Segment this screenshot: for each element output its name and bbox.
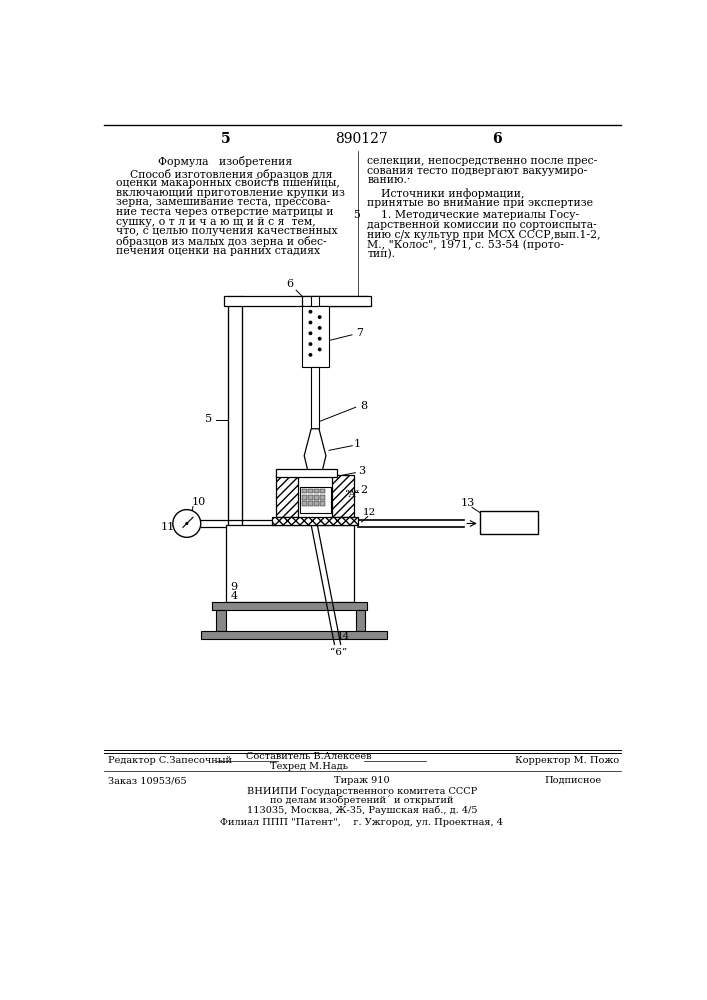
Bar xyxy=(228,296,242,596)
Text: включающий приготовление крупки из: включающий приготовление крупки из xyxy=(115,188,344,198)
Text: 5: 5 xyxy=(353,210,360,220)
Text: 1: 1 xyxy=(354,439,361,449)
Bar xyxy=(356,610,365,631)
Text: ванию.·: ванию.· xyxy=(368,175,411,185)
Text: по делам изобретений´ и открытий: по делам изобретений´ и открытий xyxy=(270,796,454,805)
Bar xyxy=(226,525,354,602)
Text: 7: 7 xyxy=(356,328,363,338)
Circle shape xyxy=(308,353,312,357)
Text: печения оценки на ранних стадиях: печения оценки на ранних стадиях xyxy=(115,246,320,256)
Bar xyxy=(302,501,307,506)
Text: тип).: тип). xyxy=(368,249,395,259)
Text: ние теста через отверстие матрицы и: ние теста через отверстие матрицы и xyxy=(115,207,333,217)
Bar xyxy=(301,296,371,306)
Bar xyxy=(276,475,298,517)
Text: “6”: “6” xyxy=(329,648,347,657)
Text: М., "Колос", 1971, с. 53-54 (прото-: М., "Колос", 1971, с. 53-54 (прото- xyxy=(368,239,564,250)
Circle shape xyxy=(308,321,312,324)
Circle shape xyxy=(308,310,312,314)
Text: 5: 5 xyxy=(221,132,230,146)
Circle shape xyxy=(317,337,322,341)
Text: Составитель В.Алексеев: Составитель В.Алексеев xyxy=(247,752,372,761)
Text: Способ изготовления образцов для: Способ изготовления образцов для xyxy=(115,169,332,180)
Text: ВНИИПИ Государственного комитета СССР: ВНИИПИ Государственного комитета СССР xyxy=(247,787,477,796)
Polygon shape xyxy=(304,429,326,475)
Circle shape xyxy=(308,342,312,346)
Bar xyxy=(332,475,354,517)
Text: Филиал ППП "Патент",    г. Ужгород, ул. Проектная, 4: Филиал ППП "Патент", г. Ужгород, ул. Про… xyxy=(221,818,503,827)
Text: оценки макаронных свойств пшеницы,: оценки макаронных свойств пшеницы, xyxy=(115,178,339,188)
Bar xyxy=(276,469,337,477)
Bar xyxy=(311,367,319,429)
Text: что, с целью получения качественных: что, с целью получения качественных xyxy=(115,226,337,236)
Circle shape xyxy=(308,331,312,335)
Bar xyxy=(201,631,387,639)
Text: селекции, непосредственно после прес-: селекции, непосредственно после прес- xyxy=(368,156,597,166)
Text: 14: 14 xyxy=(337,632,351,641)
Bar xyxy=(301,488,329,512)
Circle shape xyxy=(185,522,188,525)
Bar xyxy=(315,501,319,506)
Text: 6: 6 xyxy=(286,279,293,289)
Text: 890127: 890127 xyxy=(336,132,388,146)
Text: Корректор М. Пожо: Корректор М. Пожо xyxy=(515,756,619,765)
Bar xyxy=(301,306,329,367)
Text: 6: 6 xyxy=(492,132,501,146)
Text: Редактор С.Запесочный: Редактор С.Запесочный xyxy=(107,756,232,765)
Bar xyxy=(272,517,358,525)
Text: 4: 4 xyxy=(230,591,238,601)
Bar xyxy=(308,495,312,500)
Bar xyxy=(224,296,368,306)
Text: Источники информации,: Источники информации, xyxy=(368,188,525,199)
Bar xyxy=(315,495,319,500)
Text: Формула   изобретения: Формула изобретения xyxy=(158,156,293,167)
Bar xyxy=(480,511,538,534)
Bar xyxy=(302,489,307,493)
Text: 5: 5 xyxy=(205,414,212,424)
Text: сушку, о т л и ч а ю щ и й с я  тем,: сушку, о т л и ч а ю щ и й с я тем, xyxy=(115,217,315,227)
Text: Заказ 10953/65: Заказ 10953/65 xyxy=(107,776,187,785)
Text: 8: 8 xyxy=(360,401,367,411)
Text: нию с/х культур при МСХ СССР,вып.1-2,: нию с/х культур при МСХ СССР,вып.1-2, xyxy=(368,230,601,240)
Text: 13: 13 xyxy=(461,498,475,508)
Bar xyxy=(320,495,325,500)
Bar xyxy=(315,489,319,493)
Circle shape xyxy=(317,326,322,330)
Text: Тираж 910: Тираж 910 xyxy=(334,776,390,785)
Text: принятые во внимание при экспертизе: принятые во внимание при экспертизе xyxy=(368,198,593,208)
Bar xyxy=(308,501,312,506)
Text: 9: 9 xyxy=(230,582,238,592)
Bar xyxy=(320,489,325,493)
Text: 113035, Москва, Ж-35, Раушская наб., д. 4/5: 113035, Москва, Ж-35, Раушская наб., д. … xyxy=(247,805,477,815)
Text: Вакуум: Вакуум xyxy=(489,518,529,527)
Text: дарственной комиссии по сортоиспыта-: дарственной комиссии по сортоиспыта- xyxy=(368,220,597,230)
Bar xyxy=(308,489,312,493)
Circle shape xyxy=(317,315,322,319)
Text: Подписное: Подписное xyxy=(544,776,602,785)
Text: сования тесто подвергают вакуумиро-: сования тесто подвергают вакуумиро- xyxy=(368,166,588,176)
Text: 2: 2 xyxy=(361,485,368,495)
Text: 12: 12 xyxy=(363,508,376,517)
Text: Техред М.Надь: Техред М.Надь xyxy=(270,762,348,771)
Text: образцов из малых доз зерна и обес-: образцов из малых доз зерна и обес- xyxy=(115,236,326,247)
Bar xyxy=(302,495,307,500)
Text: зерна, замешивание теста, прессова-: зерна, замешивание теста, прессова- xyxy=(115,197,329,207)
Circle shape xyxy=(317,348,322,351)
Bar xyxy=(216,610,226,631)
Bar xyxy=(300,487,331,513)
Text: 1. Методические материалы Госу-: 1. Методические материалы Госу- xyxy=(368,210,580,220)
Text: 3: 3 xyxy=(358,466,365,476)
Text: 10: 10 xyxy=(192,497,206,507)
Bar xyxy=(320,501,325,506)
Bar xyxy=(311,296,319,306)
Text: “A”: “A” xyxy=(344,490,358,499)
Circle shape xyxy=(173,510,201,537)
Text: 11: 11 xyxy=(160,522,175,532)
Bar xyxy=(212,602,368,610)
